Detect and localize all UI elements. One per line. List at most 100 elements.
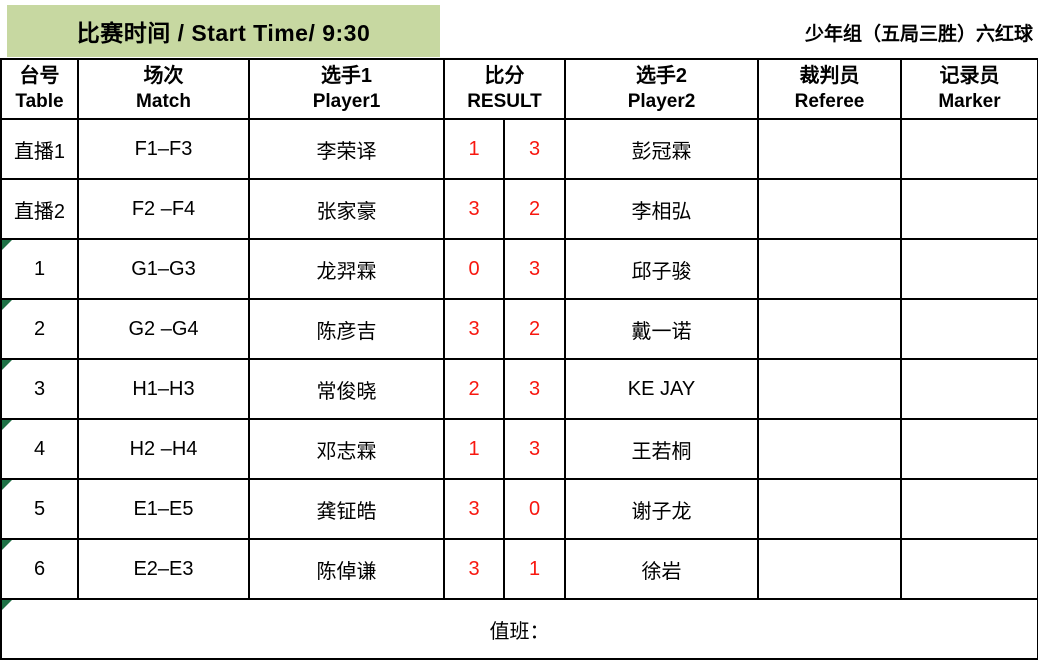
cell-score2[interactable]: 2: [503, 178, 566, 240]
cell-match[interactable]: F2 –F4: [77, 178, 250, 240]
cell-score2[interactable]: 2: [503, 298, 566, 360]
cell-marker[interactable]: [900, 298, 1038, 360]
cell-match[interactable]: G1–G3: [77, 238, 250, 300]
duty-cell[interactable]: 值班：: [0, 598, 1038, 660]
cell-table-no[interactable]: 1: [0, 238, 79, 300]
group-category-label: 少年组（五局三胜）六红球: [804, 24, 1033, 45]
cell-player1[interactable]: 李荣译: [248, 118, 445, 180]
table-row: 5 E1–E5 龚钲皓 3 0 谢子龙: [0, 478, 1038, 540]
cell-player2[interactable]: 王若桐: [564, 418, 759, 480]
cell-table-no[interactable]: 直播2: [0, 178, 79, 240]
cell-player1[interactable]: 陈彦吉: [248, 298, 445, 360]
cell-table-no-text: 6: [33, 557, 46, 580]
cell-player1[interactable]: 龚钲皓: [248, 478, 445, 540]
cell-table-no[interactable]: 5: [0, 478, 79, 540]
cell-table-no[interactable]: 2: [0, 298, 79, 360]
cell-match[interactable]: H1–H3: [77, 358, 250, 420]
green-corner-triangle-icon: [3, 601, 12, 610]
cell-score2[interactable]: 0: [503, 478, 566, 540]
cell-player2[interactable]: KE JAY: [564, 358, 759, 420]
green-corner-triangle-icon: [3, 241, 12, 250]
cell-referee[interactable]: [757, 478, 902, 540]
cell-player2[interactable]: 邱子骏: [564, 238, 759, 300]
header-player2-zh: 选手2: [635, 65, 688, 87]
green-corner-triangle-icon: [3, 421, 12, 430]
cell-table-no[interactable]: 3: [0, 358, 79, 420]
green-corner-triangle-icon: [3, 481, 12, 490]
cell-score1[interactable]: 1: [443, 118, 505, 180]
cell-player2[interactable]: 李相弘: [564, 178, 759, 240]
header-result[interactable]: 比分 RESULT: [443, 58, 566, 120]
cell-player2[interactable]: 戴一诺: [564, 298, 759, 360]
cell-player1[interactable]: 张家豪: [248, 178, 445, 240]
cell-score2[interactable]: 3: [503, 238, 566, 300]
cell-match[interactable]: H2 –H4: [77, 418, 250, 480]
cell-table-no[interactable]: 4: [0, 418, 79, 480]
cell-score2[interactable]: 3: [503, 358, 566, 420]
header-referee[interactable]: 裁判员 Referee: [757, 58, 902, 120]
cell-player1[interactable]: 邓志霖: [248, 418, 445, 480]
header-match[interactable]: 场次 Match: [77, 58, 250, 120]
header-player1-zh: 选手1: [320, 65, 373, 87]
header-result-zh: 比分: [484, 65, 525, 87]
cell-table-no-text: 3: [33, 377, 46, 400]
header-player2[interactable]: 选手2 Player2: [564, 58, 759, 120]
cell-score2[interactable]: 3: [503, 118, 566, 180]
cell-referee[interactable]: [757, 358, 902, 420]
cell-marker[interactable]: [900, 538, 1038, 600]
table-row: 6 E2–E3 陈倬谦 3 1 徐岩: [0, 538, 1038, 600]
cell-marker[interactable]: [900, 238, 1038, 300]
cell-score1[interactable]: 2: [443, 358, 505, 420]
header-player1[interactable]: 选手1 Player1: [248, 58, 445, 120]
cell-marker[interactable]: [900, 418, 1038, 480]
cell-score1[interactable]: 1: [443, 418, 505, 480]
cell-referee[interactable]: [757, 238, 902, 300]
cell-score1[interactable]: 3: [443, 478, 505, 540]
cell-score1[interactable]: 3: [443, 538, 505, 600]
duty-label: 值班：: [489, 620, 550, 643]
cell-player2[interactable]: 徐岩: [564, 538, 759, 600]
cell-marker[interactable]: [900, 178, 1038, 240]
cell-score1[interactable]: 0: [443, 238, 505, 300]
cell-player1[interactable]: 陈倬谦: [248, 538, 445, 600]
cell-player2[interactable]: 谢子龙: [564, 478, 759, 540]
cell-table-no[interactable]: 直播1: [0, 118, 79, 180]
cell-referee[interactable]: [757, 178, 902, 240]
green-corner-triangle-icon: [3, 361, 12, 370]
header-referee-en: Referee: [794, 91, 865, 112]
cell-referee[interactable]: [757, 118, 902, 180]
table-row: 直播2 F2 –F4 张家豪 3 2 李相弘: [0, 178, 1038, 240]
table-row: 4 H2 –H4 邓志霖 1 3 王若桐: [0, 418, 1038, 480]
cell-score1[interactable]: 3: [443, 178, 505, 240]
start-time-banner: 比赛时间 / Start Time/ 9:30: [7, 5, 440, 57]
table-row: 直播1 F1–F3 李荣译 1 3 彭冠霖: [0, 118, 1038, 180]
cell-table-no-text: 4: [33, 437, 46, 460]
cell-table-no-text: 5: [33, 497, 46, 520]
match-schedule-table: 台号 Table 场次 Match 选手1 Player1 比分 RESULT …: [0, 58, 1038, 660]
cell-referee[interactable]: [757, 418, 902, 480]
cell-score2[interactable]: 3: [503, 418, 566, 480]
table-row: 3 H1–H3 常俊晓 2 3 KE JAY: [0, 358, 1038, 420]
header-table-no[interactable]: 台号 Table: [0, 58, 79, 120]
header-marker-zh: 记录员: [939, 65, 1000, 87]
cell-marker[interactable]: [900, 118, 1038, 180]
cell-marker[interactable]: [900, 478, 1038, 540]
cell-marker[interactable]: [900, 358, 1038, 420]
header-referee-zh: 裁判员: [799, 65, 860, 87]
header-row: 台号 Table 场次 Match 选手1 Player1 比分 RESULT …: [0, 58, 1038, 120]
cell-player1[interactable]: 常俊晓: [248, 358, 445, 420]
header-marker[interactable]: 记录员 Marker: [900, 58, 1038, 120]
cell-player1[interactable]: 龙羿霖: [248, 238, 445, 300]
cell-player2[interactable]: 彭冠霖: [564, 118, 759, 180]
cell-match[interactable]: F1–F3: [77, 118, 250, 180]
cell-score2[interactable]: 1: [503, 538, 566, 600]
cell-match[interactable]: E2–E3: [77, 538, 250, 600]
cell-match[interactable]: G2 –G4: [77, 298, 250, 360]
cell-referee[interactable]: [757, 538, 902, 600]
cell-match[interactable]: E1–E5: [77, 478, 250, 540]
cell-referee[interactable]: [757, 298, 902, 360]
cell-table-no-text: 1: [33, 257, 46, 280]
header-result-en: RESULT: [467, 91, 542, 112]
cell-table-no[interactable]: 6: [0, 538, 79, 600]
cell-score1[interactable]: 3: [443, 298, 505, 360]
